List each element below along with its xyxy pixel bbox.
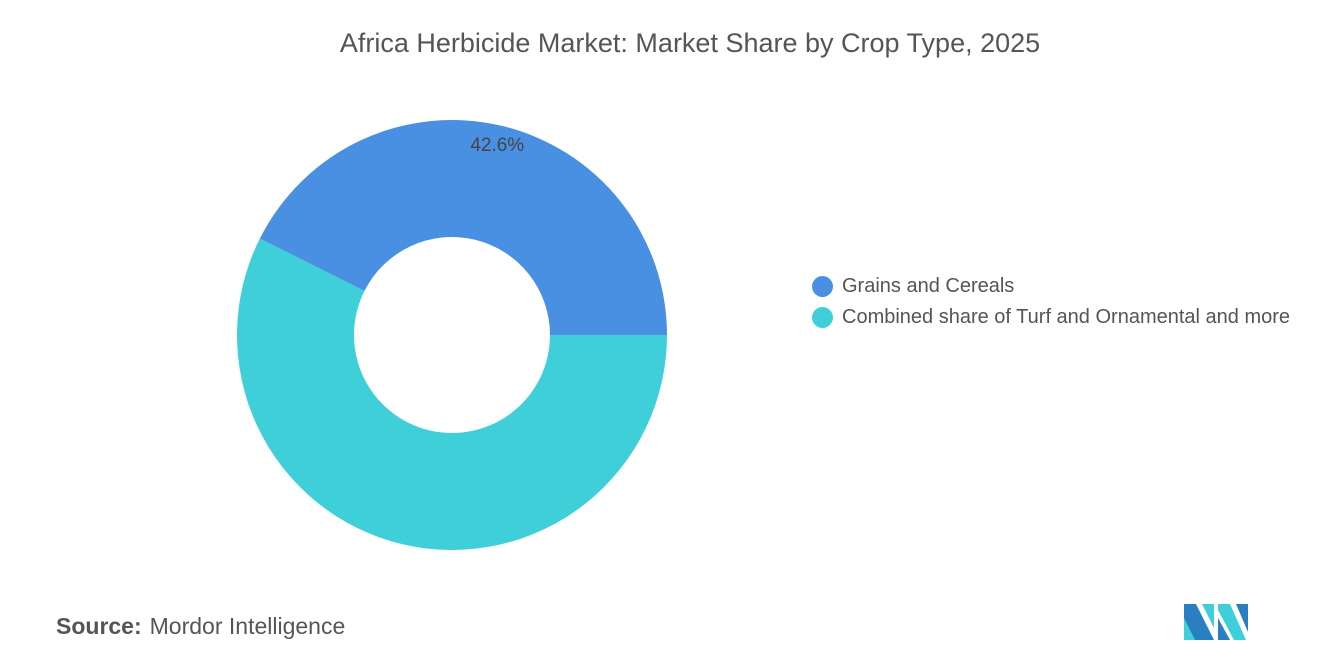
source-value: Mordor Intelligence bbox=[149, 613, 346, 639]
source-label: Source: bbox=[56, 613, 142, 639]
legend-item: Grains and Cereals bbox=[812, 272, 1302, 301]
legend-swatch-icon bbox=[812, 307, 833, 328]
mordor-logo-icon bbox=[1184, 604, 1248, 640]
data-label-1: 42.6% bbox=[470, 135, 524, 156]
legend-swatch-icon bbox=[812, 276, 833, 297]
donut-slice-1 bbox=[259, 119, 667, 335]
legend: Grains and Cereals Combined share of Turf… bbox=[812, 272, 1302, 334]
chart-title: Africa Herbicide Market: Market Share by… bbox=[339, 28, 1041, 58]
legend-item: Combined share of Turf and Ornamental an… bbox=[812, 303, 1302, 332]
source-note: Source: Mordor Intelligence bbox=[56, 613, 345, 640]
legend-label: Combined share of Turf and Ornamental an… bbox=[842, 306, 1291, 328]
donut-slice-2 bbox=[237, 238, 667, 551]
legend-label: Grains and Cereals bbox=[842, 275, 1015, 297]
